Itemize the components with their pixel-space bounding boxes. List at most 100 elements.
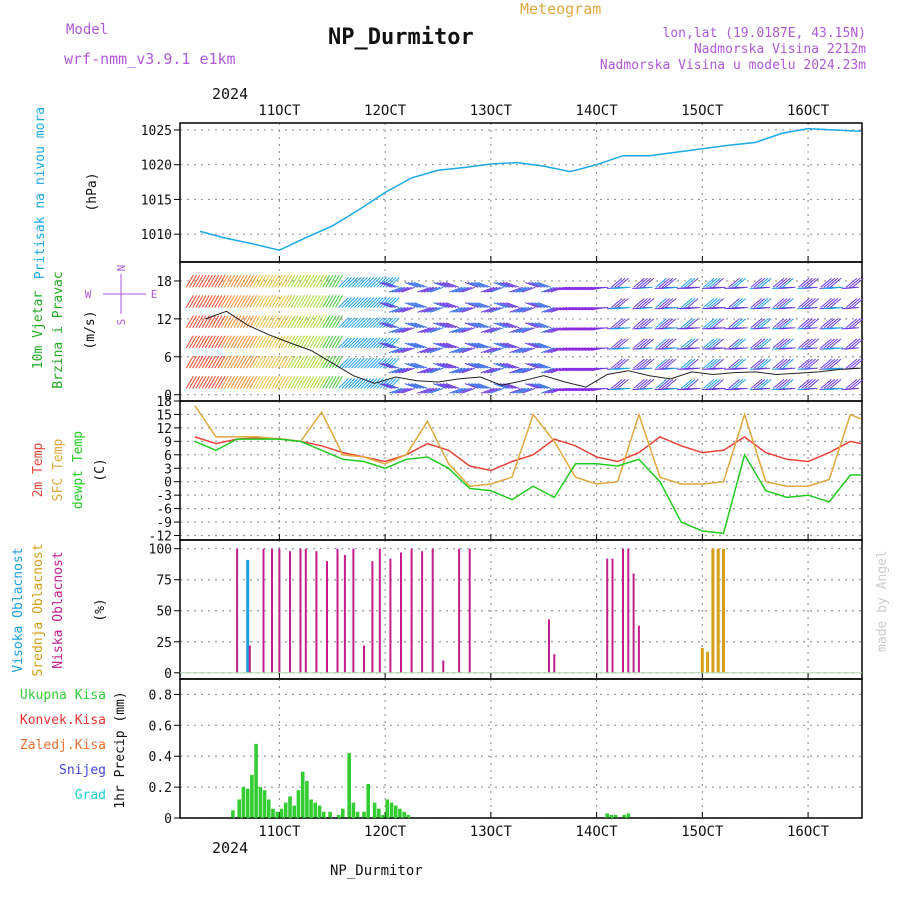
wind-arrow-611 [493, 282, 507, 288]
wind-arrow-458 [414, 342, 428, 349]
wind-arrow-1172 [804, 338, 816, 349]
wind-arrow-504 [439, 383, 453, 389]
wind-arrow-1120 [776, 298, 788, 308]
wind-arrow-101 [236, 274, 245, 288]
wind-arrow-896 [658, 338, 671, 349]
wind-arrow-1028 [728, 338, 740, 349]
wind-arrow-455 [410, 282, 425, 288]
wind-arrow-525 [449, 327, 463, 333]
precip-bar-17 [305, 780, 309, 818]
wind-arrow-1253 [845, 277, 858, 288]
wind-arrow-282 [334, 375, 343, 389]
wind-arrow-237 [309, 315, 318, 328]
wind-arrow-579 [477, 322, 492, 329]
wind-arrow-735 [559, 327, 574, 331]
xtick-label-bottom-1: 12OCT [364, 824, 407, 840]
wind-arrow-210 [296, 375, 305, 389]
wind-arrow-24 [198, 375, 207, 389]
wind-arrow-126 [252, 375, 261, 389]
wind-arrow-50 [211, 335, 220, 349]
wind-arrow-648 [515, 387, 530, 394]
wind-arrow-894 [658, 379, 671, 389]
wind-arrow-106 [239, 295, 248, 308]
wind-arrow-181 [281, 355, 289, 369]
wind-arrow-755 [569, 286, 583, 291]
wind-arrow-354 [373, 378, 384, 389]
wind-arrow-1083 [756, 318, 769, 329]
cloud-bar-2-9 [326, 561, 328, 673]
wind-arrow-1106 [756, 347, 771, 350]
wind-arrow-1090 [760, 298, 772, 308]
wind-arrow-1196 [803, 347, 818, 350]
wind-arrow-468 [420, 387, 434, 394]
wind-arrow-997 [712, 358, 724, 369]
wind-arrow-29 [198, 274, 207, 288]
wind-arrow-25 [198, 355, 207, 369]
wind-arrow-1128 [782, 379, 794, 389]
wind-arrow-265 [325, 355, 334, 369]
xtick-label-top-1: 12OCT [364, 103, 407, 119]
wind-arrow-851 [633, 277, 645, 288]
wind-arrow-407 [385, 282, 400, 288]
wind-arrow-397 [382, 362, 396, 369]
wind-arrow-939 [680, 318, 693, 329]
wind-arrow-271 [328, 355, 337, 369]
wind-arrow-246 [315, 375, 324, 389]
wind-arrow-636 [509, 387, 523, 394]
wind-arrow-563 [468, 282, 482, 288]
wind-speed-line [205, 310, 861, 388]
cloud-bar-2-7 [304, 548, 307, 673]
wind-arrow-454 [410, 302, 425, 308]
wind-arrow-6 [189, 375, 197, 389]
wind-arrow-367 [379, 357, 391, 369]
wind-arrow-616 [496, 302, 511, 308]
wind-arrow-695 [537, 282, 552, 288]
wind-arrow-186 [284, 375, 293, 389]
wind-arrow-856 [636, 298, 648, 308]
wind-arrow-430 [398, 307, 412, 313]
wind-arrow-556 [464, 302, 479, 308]
wind-arrow-1173 [804, 318, 816, 329]
wind-arrow-167 [271, 274, 280, 288]
wind-arrow-567 [471, 322, 485, 329]
wind-arrow-614 [496, 342, 511, 349]
precip-bar-0 [231, 810, 235, 818]
wind-arrow-460 [414, 302, 428, 308]
wind-arrow-508 [439, 302, 453, 308]
wind-arrow-1216 [826, 298, 839, 308]
wind-arrow-520 [445, 302, 460, 308]
wind-arrow-1131 [782, 318, 794, 329]
wind-arrow-410 [388, 347, 403, 354]
wind-arrow-1107 [756, 327, 771, 330]
temp-side-label-sfc: SFC Temp [51, 439, 66, 502]
wind-arrow-446 [407, 342, 422, 349]
panel-frame-3 [179, 539, 863, 680]
cloud-side-label-high: Visoka Oblacnost [11, 547, 26, 672]
cloud-bar-2-23 [468, 548, 471, 673]
wind-arrow-21 [195, 315, 204, 328]
wind-arrow-102 [239, 375, 248, 389]
precip-legend-1: Konvek.Kisa [20, 713, 106, 728]
wind-arrow-741 [562, 327, 577, 331]
wind-arrow-889 [655, 358, 667, 369]
wind-arrow-503 [436, 282, 450, 288]
wind-arrow-80 [227, 335, 236, 349]
wind-arrow-1247 [828, 286, 844, 289]
wind-arrow-757 [572, 367, 587, 372]
wind-arrow-1067 [733, 286, 748, 289]
wind-arrow-1001 [712, 277, 724, 288]
wind-arrow-627 [502, 322, 517, 329]
wind-arrow-625 [502, 362, 517, 369]
wind-arrow-48 [211, 375, 220, 389]
wind-arrow-300 [344, 378, 356, 389]
wind-arrow-92 [233, 335, 242, 349]
wind-arrow-975 [686, 327, 701, 330]
wind-arrow-765 [575, 327, 590, 331]
wind-arrow-1155 [781, 327, 796, 330]
wind-arrow-574 [474, 302, 488, 308]
wind-arrow-767 [575, 286, 590, 291]
wind-arrow-192 [287, 375, 296, 389]
wind-arrow-1069 [750, 358, 763, 369]
wind-arrow-565 [471, 362, 485, 369]
wind-arrow-294 [341, 378, 353, 389]
